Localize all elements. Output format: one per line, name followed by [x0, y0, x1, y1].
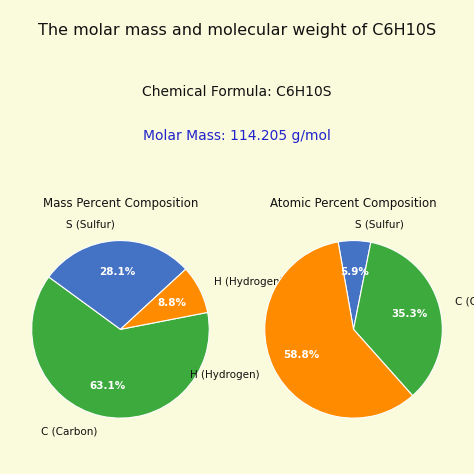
Text: Molar Mass: 114.205 g/mol: Molar Mass: 114.205 g/mol	[143, 129, 331, 143]
Wedge shape	[338, 241, 371, 329]
Text: S (Sulfur): S (Sulfur)	[65, 220, 115, 230]
Title: Atomic Percent Composition: Atomic Percent Composition	[270, 197, 437, 210]
Text: H (Hydrogen): H (Hydrogen)	[214, 277, 283, 287]
Text: 5.9%: 5.9%	[340, 267, 369, 277]
Wedge shape	[265, 242, 412, 418]
Text: C (Carbon): C (Carbon)	[455, 297, 474, 307]
Text: 8.8%: 8.8%	[157, 298, 186, 308]
Text: C (Carbon): C (Carbon)	[41, 427, 98, 437]
Text: H (Hydrogen): H (Hydrogen)	[190, 370, 259, 380]
Text: 28.1%: 28.1%	[99, 267, 135, 277]
Wedge shape	[120, 269, 208, 329]
Text: The molar mass and molecular weight of C6H10S: The molar mass and molecular weight of C…	[38, 23, 436, 37]
Text: 63.1%: 63.1%	[90, 381, 126, 391]
Text: Chemical Formula: C6H10S: Chemical Formula: C6H10S	[142, 85, 332, 99]
Wedge shape	[32, 277, 209, 418]
Text: 35.3%: 35.3%	[391, 309, 428, 319]
Text: S (Sulfur): S (Sulfur)	[355, 219, 403, 229]
Wedge shape	[354, 242, 442, 396]
Text: 58.8%: 58.8%	[283, 349, 320, 359]
Wedge shape	[49, 241, 186, 329]
Title: Mass Percent Composition: Mass Percent Composition	[43, 197, 198, 210]
